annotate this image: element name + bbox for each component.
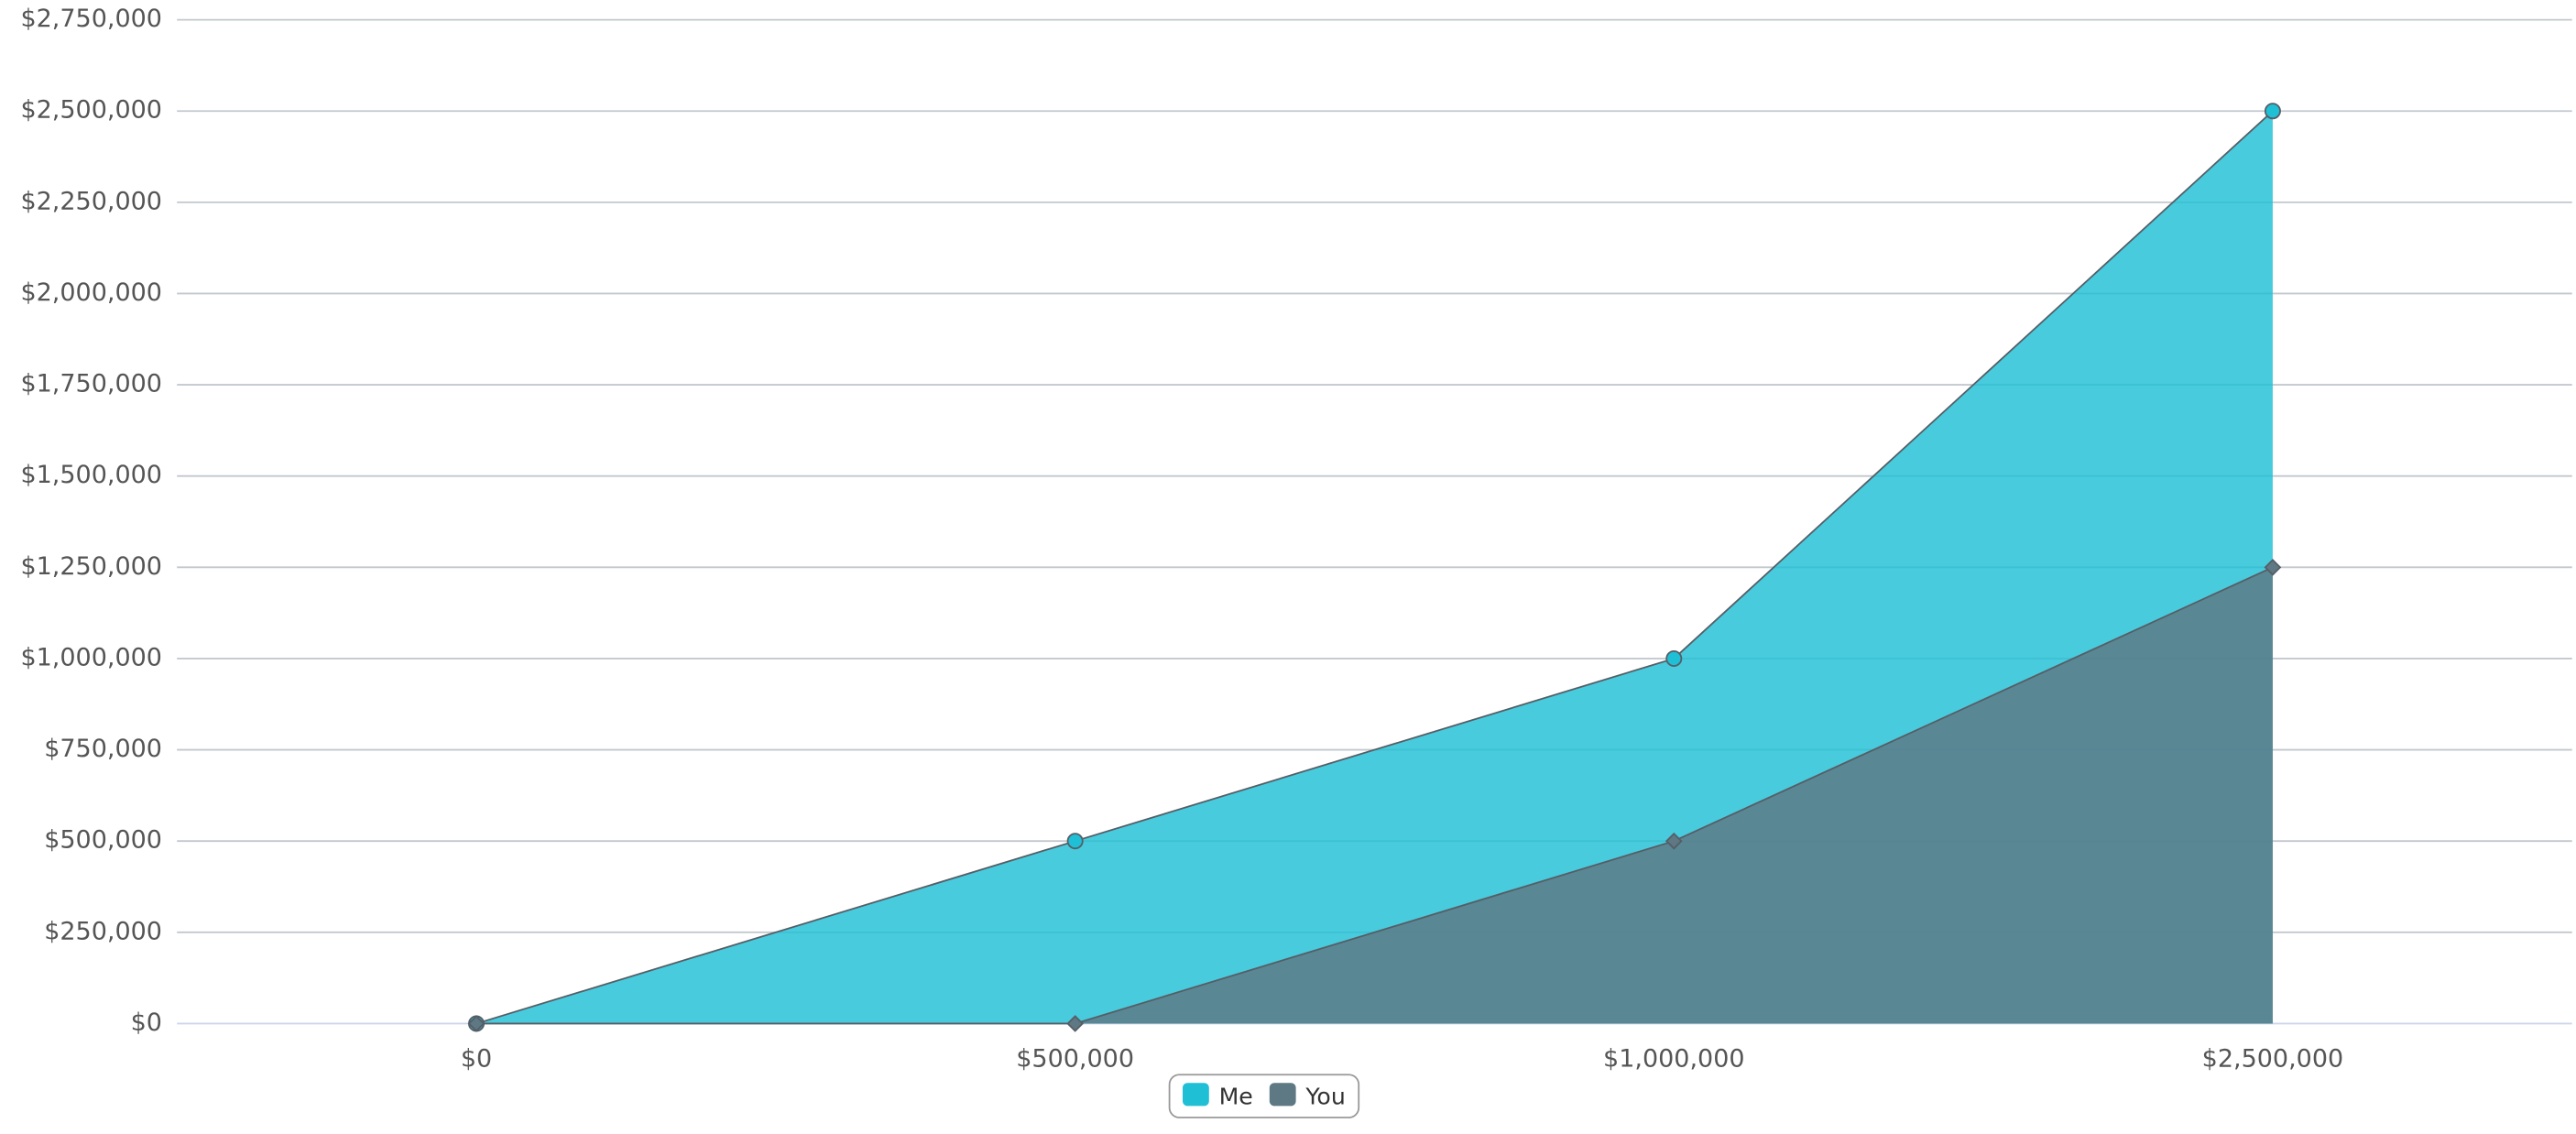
y-tick-label: $0 xyxy=(131,1009,162,1037)
legend: Me You xyxy=(1168,1074,1360,1118)
y-tick-label: $1,250,000 xyxy=(20,552,162,581)
y-tick-label: $1,750,000 xyxy=(20,370,162,398)
y-tick-label: $2,750,000 xyxy=(20,5,162,33)
x-tick-label: $2,500,000 xyxy=(2202,1045,2344,1074)
marker xyxy=(2264,558,2282,576)
x-tick-label: $0 xyxy=(461,1045,492,1074)
y-tick-label: $2,000,000 xyxy=(20,278,162,307)
marker xyxy=(2264,103,2281,120)
axis-labels: $0 $250,000 $500,000 $750,000 $1,000,000 $1,2… xyxy=(20,5,2343,1073)
area xyxy=(476,567,2273,1024)
marker xyxy=(1066,833,1084,850)
area-line xyxy=(475,110,2274,1025)
marker xyxy=(1665,649,1683,667)
y-tick-label: $2,500,000 xyxy=(20,96,162,125)
marker xyxy=(467,1015,486,1032)
markers xyxy=(467,103,2282,1032)
legend-swatch[interactable] xyxy=(1269,1083,1296,1107)
x-tick-label: $500,000 xyxy=(1016,1045,1134,1074)
legend-label[interactable]: Me xyxy=(1219,1083,1253,1109)
plot-area xyxy=(475,110,2274,1025)
y-tick-label: $750,000 xyxy=(44,735,162,763)
x-tick-label: $1,000,000 xyxy=(1603,1045,1745,1074)
y-tick-label: $1,500,000 xyxy=(20,461,162,489)
legend-box xyxy=(1168,1074,1360,1118)
y-tick-label: $500,000 xyxy=(44,826,162,855)
y-tick-label: $2,250,000 xyxy=(20,187,162,215)
area-line xyxy=(476,566,2274,1025)
legend-swatch[interactable] xyxy=(1182,1083,1209,1107)
y-tick-label: $250,000 xyxy=(44,917,162,945)
marker xyxy=(1066,1015,1085,1032)
legend-label[interactable]: You xyxy=(1304,1083,1345,1109)
y-tick-label: $1,000,000 xyxy=(20,643,162,671)
marker xyxy=(1665,832,1683,850)
